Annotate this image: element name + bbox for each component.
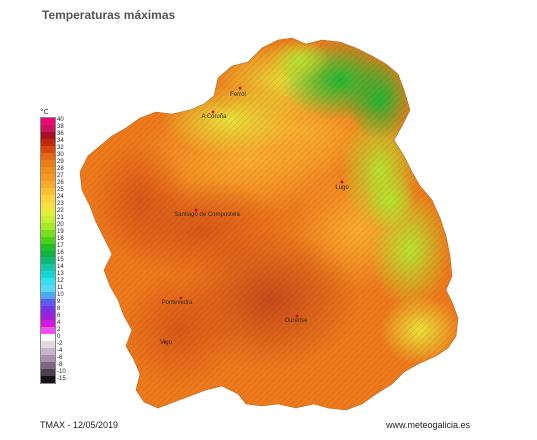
legend-swatch bbox=[41, 194, 55, 203]
legend-tick-label: 0 bbox=[57, 333, 61, 340]
legend-tick-label: 38 bbox=[57, 124, 64, 131]
legend-swatch bbox=[41, 362, 55, 370]
legend-swatch bbox=[41, 138, 55, 147]
legend-tick-label: 30 bbox=[57, 152, 64, 159]
legend-swatch bbox=[41, 292, 55, 300]
map-title: Temperaturas máximas bbox=[42, 8, 176, 22]
legend-swatch bbox=[41, 201, 55, 210]
city-label: Ourense bbox=[284, 318, 308, 324]
legend-swatch bbox=[41, 159, 55, 168]
legend-swatch bbox=[41, 313, 55, 321]
legend-tick-label: 14 bbox=[57, 263, 64, 270]
legend-swatch bbox=[41, 229, 55, 238]
legend-tick-label: 13 bbox=[57, 270, 64, 277]
legend-tick-label: -4 bbox=[57, 347, 63, 354]
legend-swatch bbox=[41, 250, 55, 258]
legend-swatch bbox=[41, 222, 55, 231]
legend-swatch bbox=[41, 306, 55, 314]
legend-swatch bbox=[41, 341, 55, 349]
legend-swatch bbox=[41, 124, 55, 133]
legend-swatch bbox=[41, 327, 55, 335]
legend-swatch bbox=[41, 215, 55, 224]
legend-tick-label: 12 bbox=[57, 277, 64, 284]
legend-swatch bbox=[41, 348, 55, 356]
city-label: A Coruña bbox=[201, 114, 227, 120]
legend-tick-label: -15 bbox=[57, 375, 66, 382]
legend-swatch bbox=[41, 376, 55, 384]
city-label: Lugo bbox=[335, 185, 349, 191]
legend-tick-label: 16 bbox=[57, 249, 64, 256]
legend-tick-label: 19 bbox=[57, 229, 64, 236]
legend-tick-label: -8 bbox=[57, 361, 63, 368]
legend-swatch bbox=[41, 145, 55, 154]
city-marker bbox=[340, 180, 344, 184]
legend-swatch bbox=[41, 118, 55, 126]
legend-tick-label: 40 bbox=[57, 117, 64, 124]
city-label: Santiago de Compostela bbox=[174, 212, 240, 218]
legend-swatch bbox=[41, 264, 55, 272]
legend-tick-label: -2 bbox=[57, 340, 63, 347]
city-marker bbox=[238, 86, 242, 90]
source-url: www.meteogalicia.es bbox=[386, 420, 471, 430]
legend-swatch bbox=[41, 355, 55, 363]
legend-tick-label: 10 bbox=[57, 291, 64, 298]
legend-tick-label: 29 bbox=[57, 159, 64, 166]
city-marker bbox=[163, 340, 167, 344]
legend-tick-label: 32 bbox=[57, 145, 64, 152]
legend-swatch bbox=[41, 369, 55, 377]
map-date-label: TMAX - 12/05/2019 bbox=[40, 420, 119, 430]
legend-tick-label: 23 bbox=[57, 201, 64, 208]
legend-tick-label: 27 bbox=[57, 173, 64, 180]
legend-tick-label: 20 bbox=[57, 222, 64, 229]
city-marker bbox=[194, 208, 198, 212]
legend-swatch bbox=[41, 278, 55, 286]
legend-swatch bbox=[41, 285, 55, 293]
legend-swatch bbox=[41, 299, 55, 307]
legend-tick-label: 22 bbox=[57, 208, 64, 215]
legend-swatch bbox=[41, 173, 55, 182]
legend-tick-label: 26 bbox=[57, 180, 64, 187]
legend-swatch bbox=[41, 320, 55, 328]
legend-tick-label: 2 bbox=[57, 326, 61, 333]
legend-swatch bbox=[41, 271, 55, 279]
legend-swatch bbox=[41, 187, 55, 196]
legend-tick-label: 11 bbox=[57, 284, 64, 291]
legend-tick-label: 28 bbox=[57, 166, 64, 173]
legend-tick-label: -10 bbox=[57, 368, 66, 375]
legend-tick-label: 8 bbox=[57, 305, 61, 312]
legend-swatch bbox=[41, 236, 55, 245]
legend-swatch bbox=[41, 166, 55, 175]
legend-swatch bbox=[41, 208, 55, 217]
legend-tick-label: 9 bbox=[57, 298, 61, 305]
legend-tick-label: 36 bbox=[57, 131, 64, 138]
legend-unit: °C bbox=[40, 108, 49, 116]
legend-tick-label: 6 bbox=[57, 312, 61, 319]
legend-tick-label: 15 bbox=[57, 256, 64, 263]
legend-swatch bbox=[41, 257, 55, 265]
legend-swatch bbox=[41, 334, 55, 342]
legend-tick-label: 17 bbox=[57, 243, 64, 249]
legend-swatch bbox=[41, 180, 55, 189]
map-fill-layer bbox=[80, 38, 458, 410]
legend-tick-label: 18 bbox=[57, 236, 64, 243]
legend-swatch bbox=[41, 243, 55, 251]
legend-tick-label: 34 bbox=[57, 138, 64, 145]
legend-tick-label: 4 bbox=[57, 319, 61, 326]
city-marker bbox=[211, 110, 215, 114]
city-label: Pontevedra bbox=[161, 300, 193, 306]
legend-swatch bbox=[41, 131, 55, 140]
legend-tick-label: 21 bbox=[57, 215, 64, 222]
city-label: Vigo bbox=[160, 340, 172, 346]
legend-tick-label: 24 bbox=[57, 194, 64, 201]
city-label: Ferrol bbox=[230, 92, 246, 98]
color-legend bbox=[40, 117, 56, 384]
city-marker bbox=[179, 296, 183, 300]
legend-swatch bbox=[41, 152, 55, 161]
city-marker bbox=[295, 314, 299, 318]
legend-tick-label: -6 bbox=[57, 354, 63, 361]
legend-tick-label: 25 bbox=[57, 187, 64, 194]
